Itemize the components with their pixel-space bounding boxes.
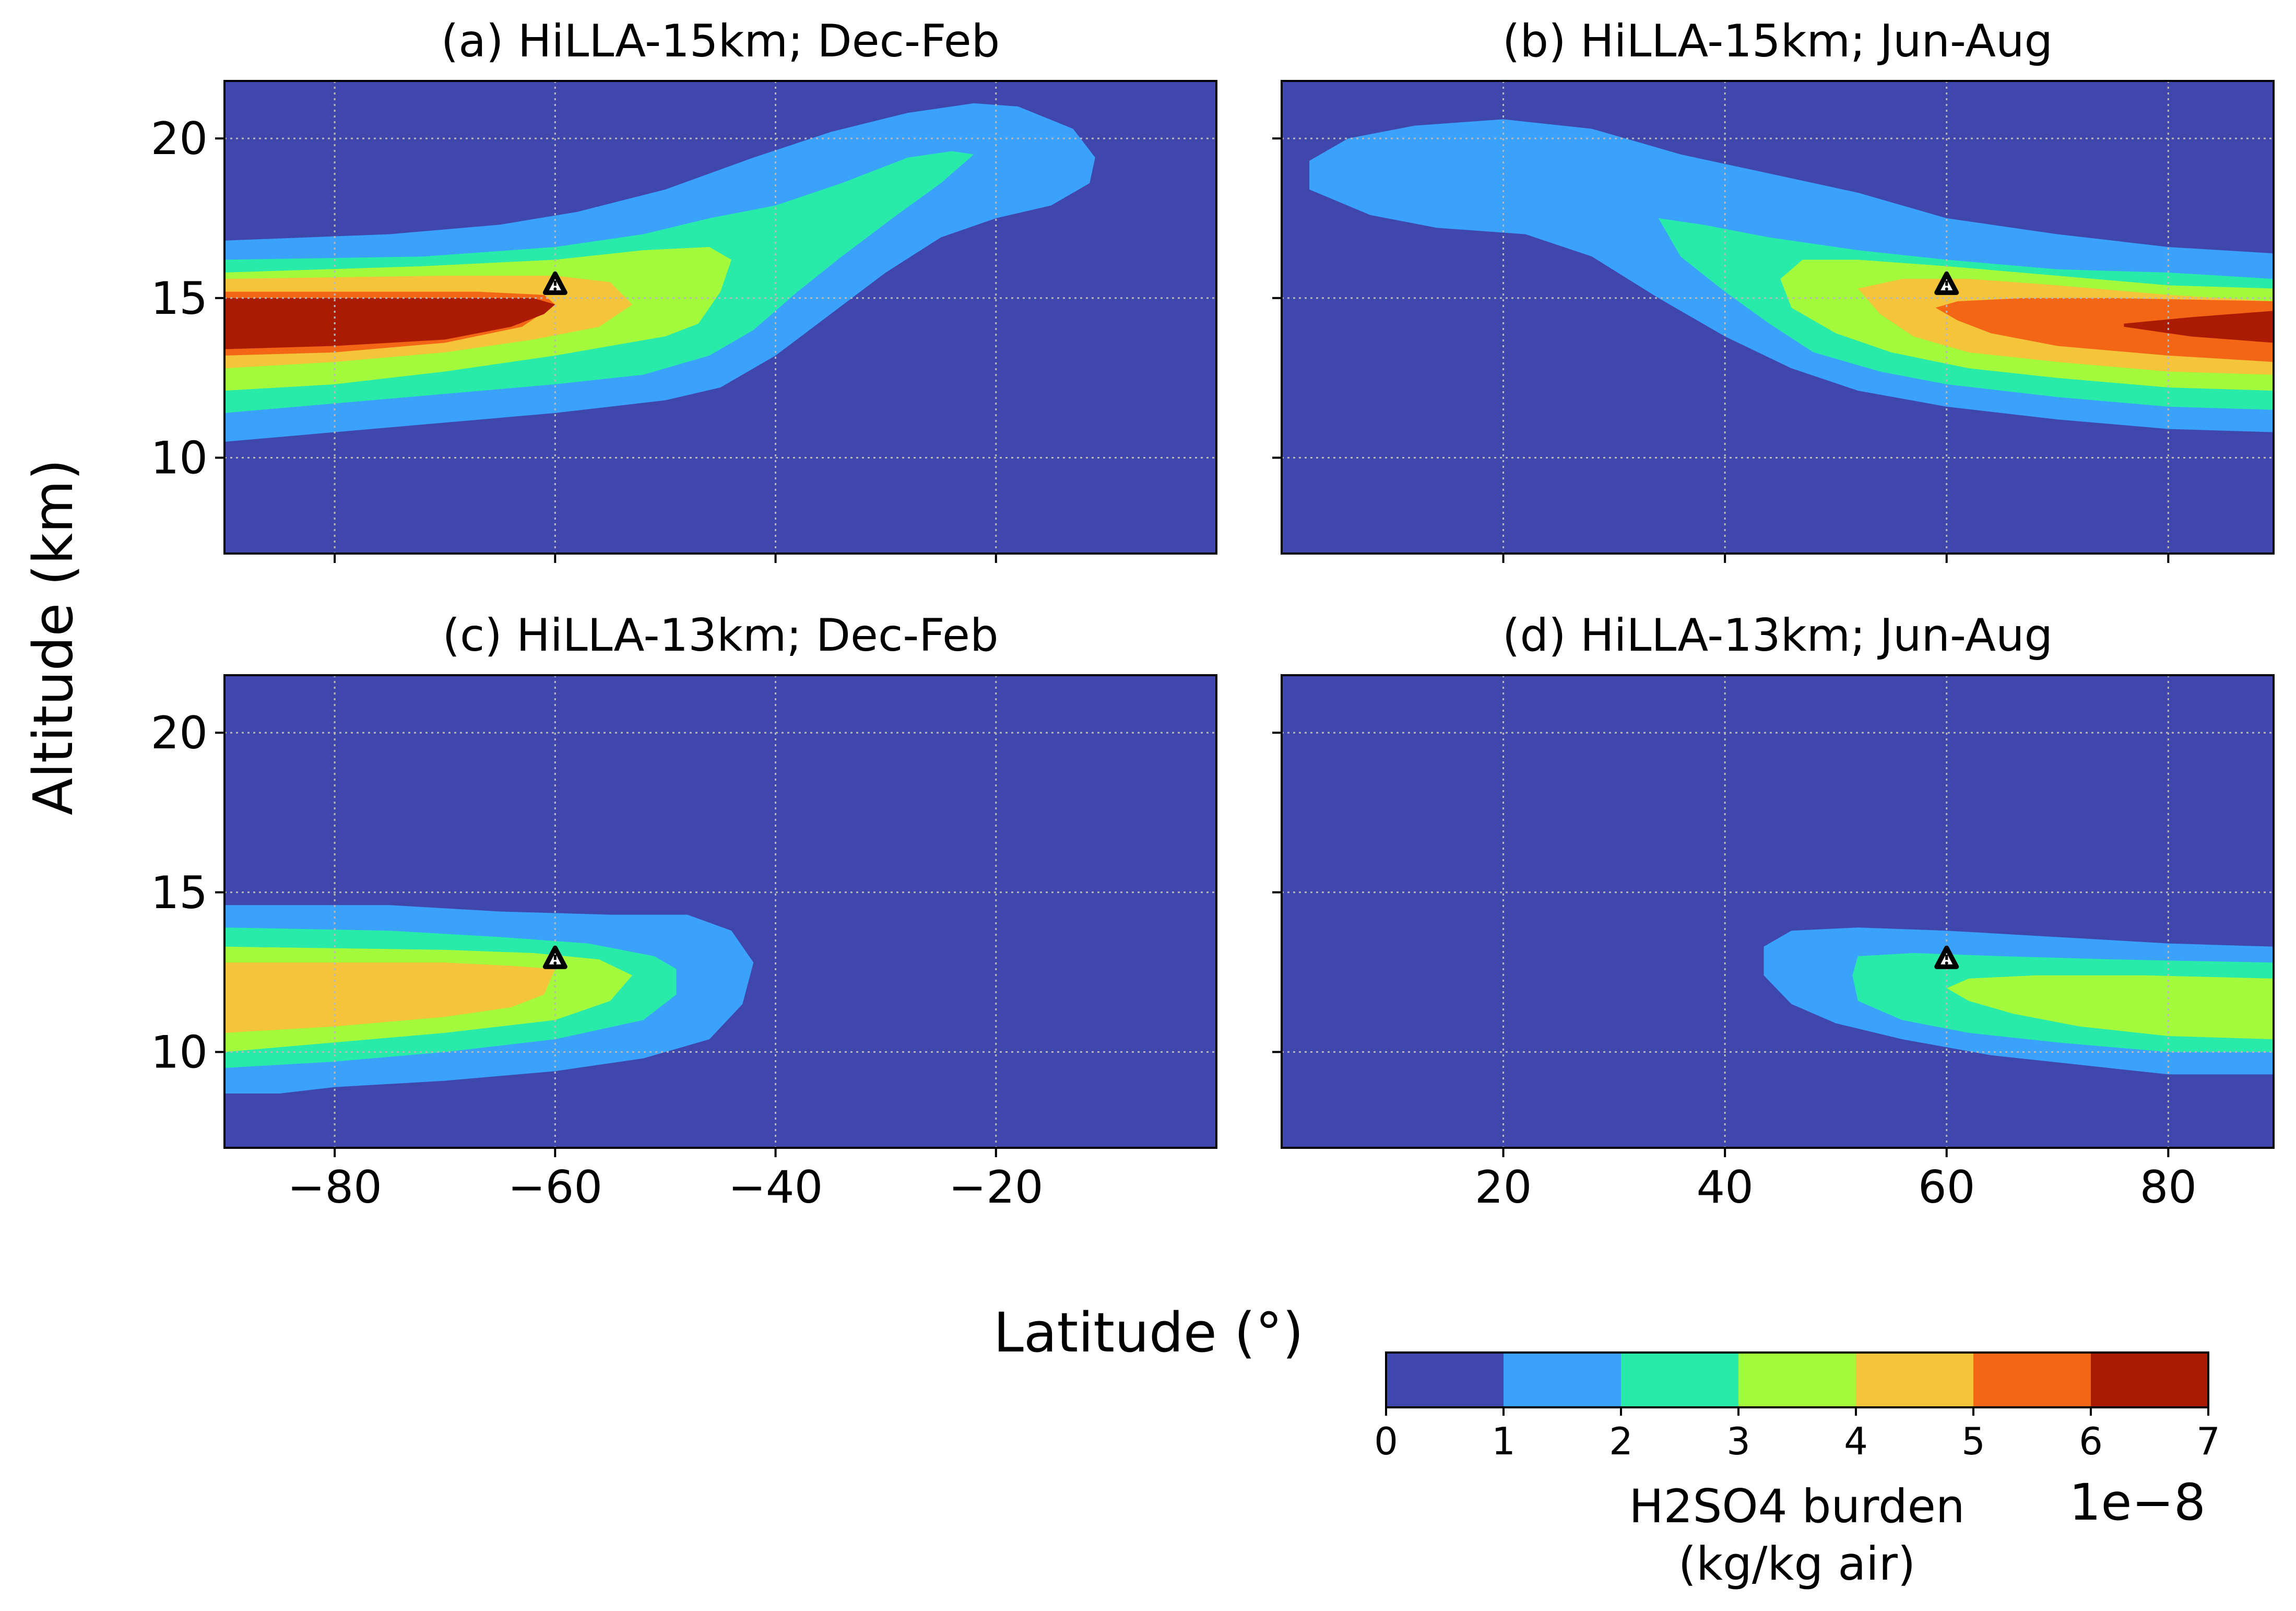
y-tick-label: 20 xyxy=(151,707,208,759)
x-tick-label: −60 xyxy=(508,1161,603,1214)
contour-level-6 xyxy=(2124,311,2274,343)
y-axis-ticks: 10 15 20 xyxy=(151,113,224,485)
grid-lines xyxy=(224,81,1216,554)
colorbar-tick-label: 4 xyxy=(1844,1419,1868,1463)
volcano-marker-dot xyxy=(1945,287,1948,291)
panel-b: (b) HiLLA-15km; Jun-Aug xyxy=(1272,15,2275,563)
x-tick-label: −80 xyxy=(287,1161,382,1214)
plot-frame xyxy=(223,80,1217,555)
y-tick-label: 15 xyxy=(151,273,208,325)
volcano-marker xyxy=(542,271,567,295)
colorbar-frame xyxy=(1385,1351,2209,1408)
plot-frame xyxy=(1281,674,2275,1149)
plot-frame xyxy=(1281,80,2275,555)
grid-lines xyxy=(1282,675,2274,1148)
colorbar-label-line1: H2SO4 burden xyxy=(1629,1479,1964,1533)
colorbar-swatch xyxy=(1856,1353,1974,1407)
x-axis-ticks: −80 −60 −40 −20 xyxy=(287,1148,1044,1214)
panel-title: (a) HiLLA-15km; Dec-Feb xyxy=(441,15,1000,67)
colorbar-swatch xyxy=(1621,1353,1739,1407)
colorbar-swatch xyxy=(2091,1353,2209,1407)
x-tick-label: 40 xyxy=(1696,1161,1753,1214)
x-tick-label: −20 xyxy=(949,1161,1044,1214)
y-axis-label: Altitude (km) xyxy=(21,459,85,815)
panel-c: −80 −60 −40 −20 10 15 20 (c) HiLLA-13km; Dec-… xyxy=(151,609,1217,1214)
y-tick-label: 10 xyxy=(151,432,208,485)
y-tick-label: 10 xyxy=(151,1027,208,1079)
volcano-marker-dot xyxy=(553,287,557,291)
colorbar: 0 1 2 3 4 5 6 7 1e−8 H2SO4 burden (kg/kg air) xyxy=(1374,1351,2220,1591)
colorbar-tick-label: 1 xyxy=(1492,1419,1516,1463)
panel-a: 10 15 20 (a) HiLLA-15km; Dec-Feb xyxy=(151,15,1217,563)
colorbar-tick-label: 2 xyxy=(1609,1419,1633,1463)
colorbar-tick-label: 5 xyxy=(1961,1419,1985,1463)
colorbar-swatch xyxy=(1504,1353,1622,1407)
y-tick-label: 20 xyxy=(151,113,208,165)
colorbar-swatch xyxy=(1738,1353,1856,1407)
colorbar-label-line2: (kg/kg air) xyxy=(1678,1537,1915,1591)
colorbar-swatch xyxy=(1386,1353,1504,1407)
colorbar-tick-label: 6 xyxy=(2079,1419,2103,1463)
contour-layer xyxy=(224,103,1095,442)
grid-lines xyxy=(1282,81,2274,554)
volcano-marker-dot xyxy=(553,961,557,965)
contour-level-6 xyxy=(224,298,555,349)
x-tick-label: 80 xyxy=(2140,1161,2197,1214)
colorbar-tick-label: 3 xyxy=(1726,1419,1750,1463)
contour-level-5 xyxy=(1935,298,2274,362)
y-tick-label: 15 xyxy=(151,867,208,919)
x-tick-label: 60 xyxy=(1918,1161,1975,1214)
x-tick-label: 20 xyxy=(1475,1161,1532,1214)
grid-lines xyxy=(224,675,1216,1148)
panel-title: (b) HiLLA-15km; Jun-Aug xyxy=(1502,15,2053,67)
plot-frame xyxy=(223,674,1217,1149)
x-axis-ticks xyxy=(1502,554,2170,563)
colorbar-swatch xyxy=(1973,1353,2091,1407)
panel-d: 20 40 60 80 (d) HiLLA-13km; Jun-Aug xyxy=(1272,609,2275,1214)
plot-background xyxy=(1282,675,2274,1148)
volcano-marker xyxy=(542,945,567,969)
x-axis-label: Latitude (°) xyxy=(993,1301,1304,1365)
colorbar-offset: 1e−8 xyxy=(2069,1473,2206,1532)
colorbar-tick-label: 7 xyxy=(2196,1419,2220,1463)
volcano-marker-dot xyxy=(1945,961,1948,965)
x-axis-ticks: 20 40 60 80 xyxy=(1475,1148,2197,1214)
y-axis-ticks xyxy=(1272,732,1282,1053)
volcano-marker xyxy=(1934,271,1959,295)
x-tick-label: −40 xyxy=(728,1161,823,1214)
x-axis-ticks xyxy=(334,554,997,563)
panel-title: (c) HiLLA-13km; Dec-Feb xyxy=(442,609,998,662)
y-axis-ticks xyxy=(1272,137,1282,459)
colorbar-swatches xyxy=(1386,1353,2209,1407)
volcano-marker xyxy=(1934,945,1959,969)
y-axis-ticks: 10 15 20 xyxy=(151,707,224,1079)
contour-level-3 xyxy=(1946,975,2274,1040)
colorbar-tick-label: 0 xyxy=(1374,1419,1398,1463)
colorbar-ticks: 0 1 2 3 4 5 6 7 xyxy=(1374,1407,2220,1463)
contour-layer xyxy=(1309,119,2274,432)
contour-level-4 xyxy=(224,962,555,1033)
panel-title: (d) HiLLA-13km; Jun-Aug xyxy=(1502,609,2053,662)
